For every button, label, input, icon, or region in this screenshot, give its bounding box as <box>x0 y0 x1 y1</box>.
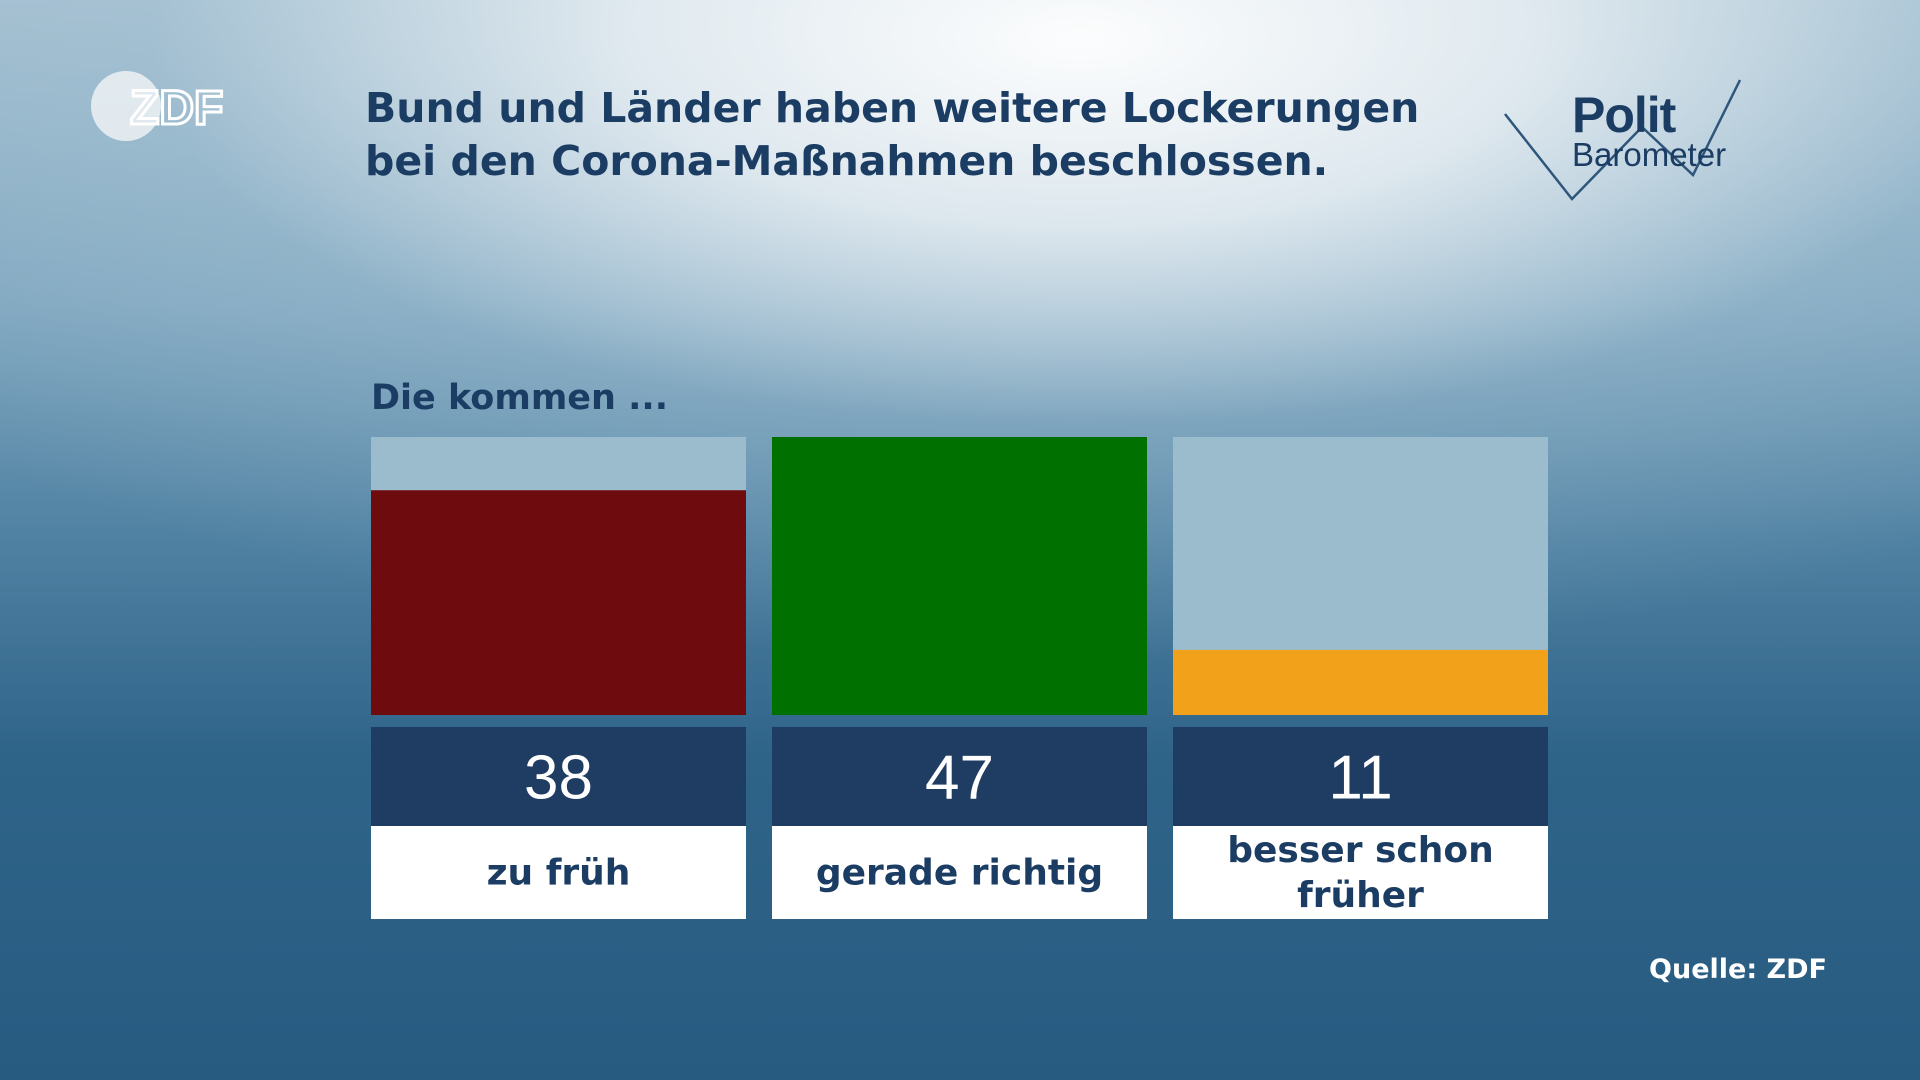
bar <box>371 490 746 715</box>
category-label: zu früh <box>487 853 631 894</box>
politbarometer-logo: Polit Barometer <box>1500 72 1800 207</box>
category-box <box>772 826 1147 919</box>
category-box <box>371 826 746 919</box>
data-label: 11 <box>1328 744 1392 813</box>
logo-text-barometer: Barometer <box>1572 136 1727 173</box>
bar-track <box>1173 437 1548 715</box>
value-box <box>1173 727 1548 826</box>
bar-track <box>371 437 746 715</box>
data-label: 38 <box>524 744 593 813</box>
zdf-logo-text: ZDF <box>130 82 223 135</box>
category-label: besser schon früher <box>1227 830 1494 916</box>
bar <box>772 437 1147 715</box>
page-title: Bund und Länder haben weitere Lockerunge… <box>365 84 1420 185</box>
bar-track <box>772 437 1147 715</box>
zdf-logo: ZDF <box>86 68 226 148</box>
value-box <box>371 727 746 826</box>
category-label: gerade richtig <box>816 853 1103 894</box>
value-box <box>772 727 1147 826</box>
logo-text-polit: Polit <box>1572 87 1676 143</box>
chart-subtitle: Die kommen ... <box>371 378 669 418</box>
bar <box>1173 649 1548 715</box>
data-label: 47 <box>925 744 994 813</box>
source-note: Quelle: ZDF <box>1649 954 1827 985</box>
category-box <box>1173 826 1548 919</box>
